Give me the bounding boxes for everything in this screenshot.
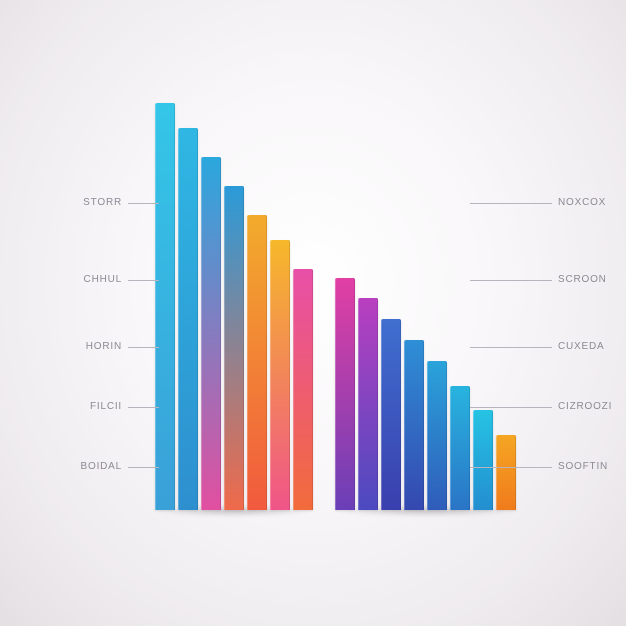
gridline-left (128, 203, 159, 204)
gridline-right (470, 347, 552, 348)
bar (178, 128, 198, 510)
bar (358, 298, 378, 510)
bar (224, 186, 244, 510)
y-label-left: HORIN (86, 341, 122, 352)
bar (201, 157, 221, 510)
gridline-left (128, 347, 159, 348)
y-label-right: SCROON (558, 274, 607, 285)
bar-group-group-b (335, 95, 516, 510)
gridline-left (128, 467, 159, 468)
bar (270, 240, 290, 510)
bar (427, 361, 447, 510)
gridline-right (470, 280, 552, 281)
chart-canvas: STORR CHHUL HORIN FILCII BOIDAL NOXCOX SCROON… (0, 0, 626, 626)
gridline-right (470, 467, 552, 468)
bar (404, 340, 424, 510)
gridline-right (470, 203, 552, 204)
y-label-left: BOIDAL (81, 461, 122, 472)
bar (450, 386, 470, 511)
bar (293, 269, 313, 510)
chart-plot-area (155, 95, 475, 510)
gridline-right (470, 407, 552, 408)
gridline-left (128, 280, 159, 281)
y-label-right: SOOFTIN (558, 461, 608, 472)
bar (155, 103, 175, 510)
bar-group-group-a (155, 95, 313, 510)
gridline-left (128, 407, 159, 408)
bar (473, 410, 493, 510)
bar (247, 215, 267, 510)
y-label-right: CUXEDA (558, 341, 604, 352)
bar (381, 319, 401, 510)
bar (496, 435, 516, 510)
y-label-left: CHHUL (84, 274, 122, 285)
y-label-left: STORR (83, 197, 122, 208)
y-label-right: CIZROOZI (558, 401, 612, 412)
bar (335, 278, 355, 510)
y-label-right: NOXCOX (558, 197, 606, 208)
y-label-left: FILCII (90, 401, 122, 412)
